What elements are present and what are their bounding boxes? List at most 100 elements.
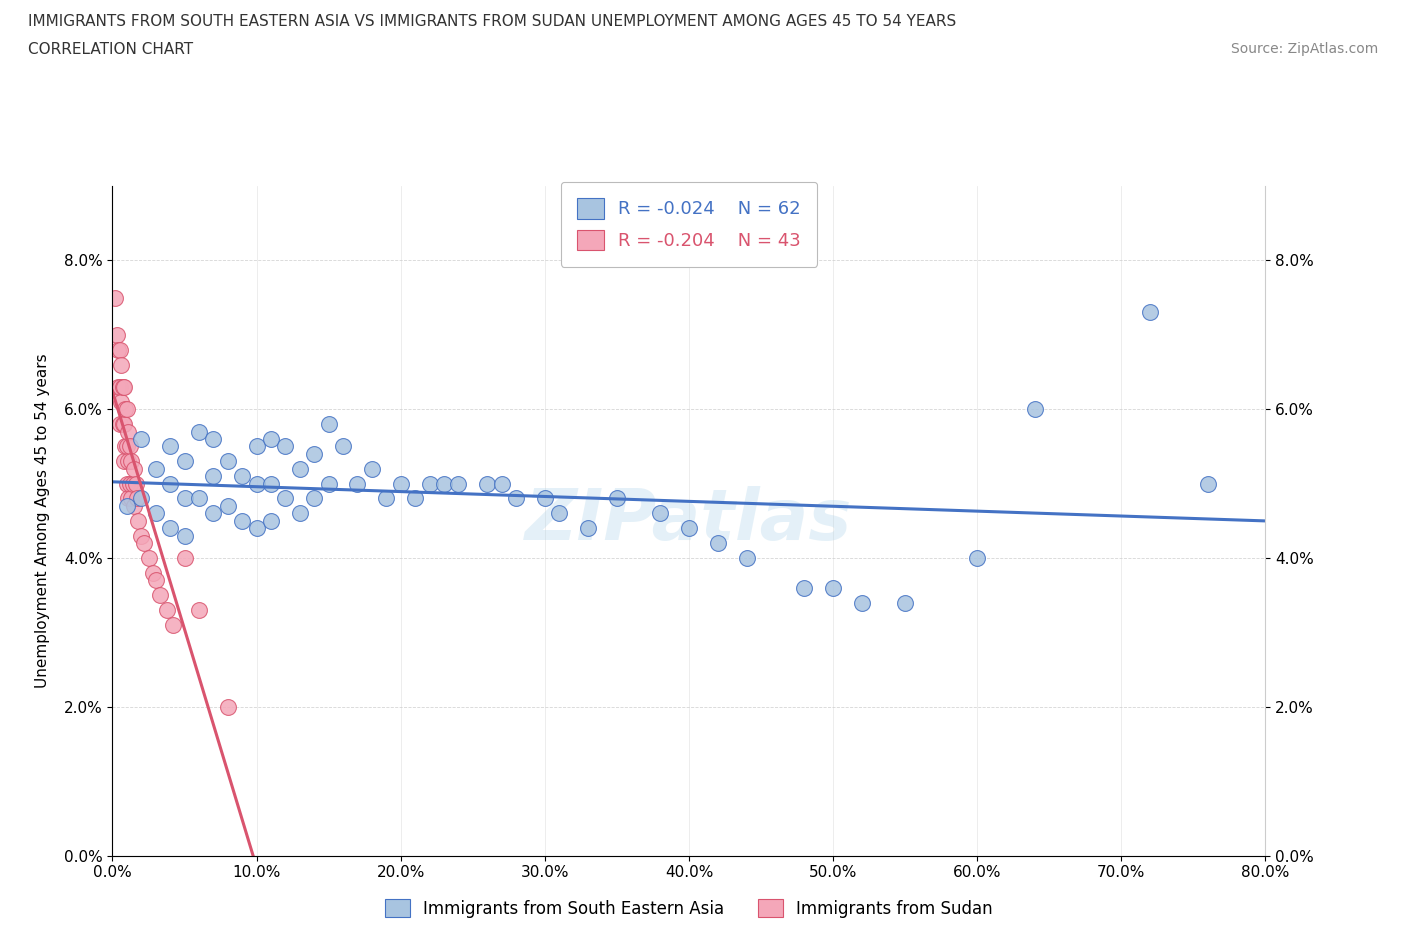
Point <box>120 491 142 506</box>
Point <box>129 491 153 506</box>
Point <box>111 379 134 394</box>
Point <box>332 439 354 454</box>
Point <box>706 536 728 551</box>
Point <box>1139 305 1161 320</box>
Point <box>145 461 167 476</box>
Point <box>115 476 138 491</box>
Point <box>104 290 127 305</box>
Point <box>159 521 181 536</box>
Point <box>245 521 267 536</box>
Point <box>110 357 132 372</box>
Point <box>105 327 128 342</box>
Point <box>821 580 844 595</box>
Point <box>966 551 988 565</box>
Point <box>156 603 179 618</box>
Point <box>245 439 267 454</box>
Point <box>149 588 172 603</box>
Point <box>346 476 368 491</box>
Point <box>115 402 138 417</box>
Point <box>159 476 181 491</box>
Point <box>288 461 311 476</box>
Point <box>107 379 129 394</box>
Point <box>115 439 138 454</box>
Point <box>304 491 326 506</box>
Point <box>112 454 135 469</box>
Point <box>122 498 145 513</box>
Point <box>120 454 142 469</box>
Point <box>245 476 267 491</box>
Point <box>360 461 382 476</box>
Point <box>110 394 132 409</box>
Point <box>188 424 211 439</box>
Point <box>124 476 146 491</box>
Point <box>129 432 153 446</box>
Point <box>217 498 239 513</box>
Point <box>121 476 143 491</box>
Point <box>491 476 513 491</box>
Point <box>117 424 139 439</box>
Point <box>318 417 340 432</box>
Point <box>117 491 139 506</box>
Point <box>404 491 426 506</box>
Text: IMMIGRANTS FROM SOUTH EASTERN ASIA VS IMMIGRANTS FROM SUDAN UNEMPLOYMENT AMONG A: IMMIGRANTS FROM SOUTH EASTERN ASIA VS IM… <box>28 14 956 29</box>
Text: ZIPatlas: ZIPatlas <box>526 486 852 555</box>
Point <box>274 439 297 454</box>
Point <box>125 491 148 506</box>
Point <box>114 402 136 417</box>
Point <box>173 454 195 469</box>
Text: Source: ZipAtlas.com: Source: ZipAtlas.com <box>1230 42 1378 56</box>
Point <box>188 603 211 618</box>
Point <box>108 379 131 394</box>
Point <box>202 506 225 521</box>
Point <box>173 551 195 565</box>
Point <box>114 439 136 454</box>
Point <box>419 476 441 491</box>
Point <box>173 528 195 543</box>
Point <box>173 491 195 506</box>
Point <box>188 491 211 506</box>
Point <box>108 342 131 357</box>
Point <box>112 417 135 432</box>
Point <box>475 476 498 491</box>
Point <box>260 476 283 491</box>
Point <box>217 699 239 714</box>
Point <box>202 432 225 446</box>
Point <box>288 506 311 521</box>
Point <box>117 454 139 469</box>
Point <box>129 528 153 543</box>
Point <box>1197 476 1219 491</box>
Point <box>304 446 326 461</box>
Point <box>260 513 283 528</box>
Point <box>260 432 283 446</box>
Point <box>107 342 129 357</box>
Point <box>606 491 628 506</box>
Text: CORRELATION CHART: CORRELATION CHART <box>28 42 193 57</box>
Legend: Immigrants from South Eastern Asia, Immigrants from Sudan: Immigrants from South Eastern Asia, Immi… <box>378 893 1000 924</box>
Point <box>159 439 181 454</box>
Point <box>274 491 297 506</box>
Point <box>447 476 470 491</box>
Point <box>138 551 160 565</box>
Point <box>389 476 412 491</box>
Point <box>202 469 225 484</box>
Point <box>111 417 134 432</box>
Point <box>112 379 135 394</box>
Point <box>122 461 145 476</box>
Point <box>127 513 149 528</box>
Point <box>145 506 167 521</box>
Point <box>793 580 815 595</box>
Point <box>533 491 555 506</box>
Point <box>1024 402 1046 417</box>
Point <box>217 454 239 469</box>
Point <box>108 417 131 432</box>
Point <box>505 491 527 506</box>
Y-axis label: Unemployment Among Ages 45 to 54 years: Unemployment Among Ages 45 to 54 years <box>35 353 51 688</box>
Point <box>894 595 917 610</box>
Point <box>231 469 253 484</box>
Point <box>118 476 141 491</box>
Point <box>678 521 700 536</box>
Point <box>318 476 340 491</box>
Point <box>375 491 398 506</box>
Point <box>576 521 599 536</box>
Point <box>433 476 456 491</box>
